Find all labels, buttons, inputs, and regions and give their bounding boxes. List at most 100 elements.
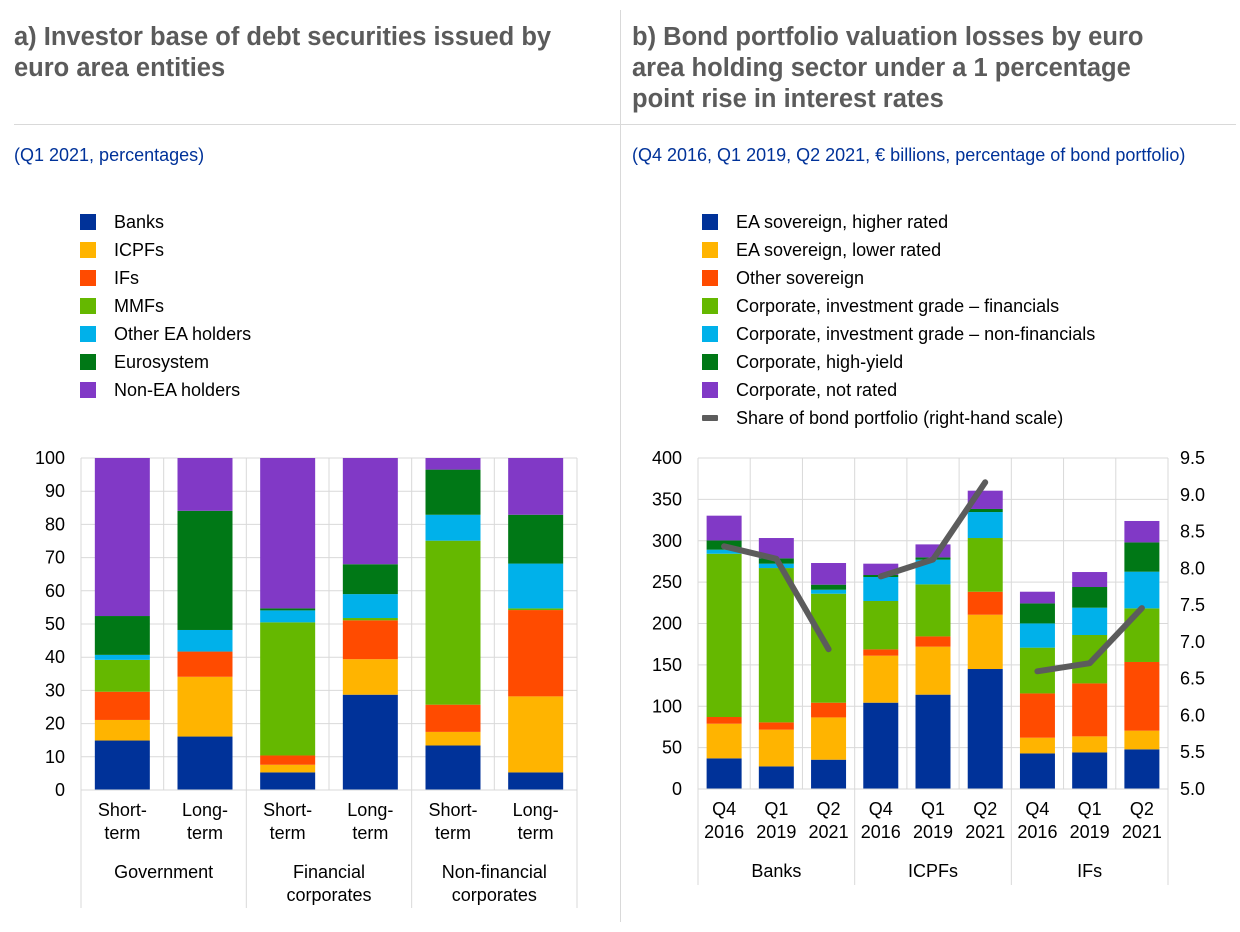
bar-segment-corporate-investment-grade-financials <box>915 584 951 637</box>
y2-tick-label: 7.5 <box>1180 595 1205 615</box>
bar-segment-non-ea-holders <box>94 458 150 617</box>
legend-label: IFs <box>114 267 139 288</box>
title-rule <box>14 124 620 125</box>
y-tick-label: 0 <box>672 779 682 799</box>
bar-segment-other-ea-holders <box>260 610 316 623</box>
x-tick-label: Short- <box>98 800 147 820</box>
chart-title-line: b) Bond portfolio valuation losses by eu… <box>632 23 1144 51</box>
x-tick-label: 2021 <box>809 822 849 842</box>
y-tick-label: 20 <box>45 714 65 734</box>
chart-title-line: euro area entities <box>14 54 226 82</box>
x-tick-label: Short- <box>263 800 312 820</box>
bar-segment-mmfs <box>260 622 316 756</box>
bar-segment-corporate-not-rated <box>863 563 899 576</box>
chart-title-line: a) Investor base of debt securities issu… <box>14 23 552 51</box>
legend-label: Other EA holders <box>114 323 252 344</box>
chart-title: a) Investor base of debt securities issu… <box>14 22 551 84</box>
x-tick-label: Short- <box>428 800 477 820</box>
bar-segment-ea-sovereign-higher-rated <box>915 694 951 789</box>
x-tick-label: term <box>270 823 306 843</box>
legend-label: ICPFs <box>114 239 165 260</box>
x-tick-label: term <box>352 823 388 843</box>
bar-segment-corporate-investment-grade-financials <box>967 538 1003 592</box>
bar-segment-icpfs <box>508 696 564 773</box>
bar-segment-ea-sovereign-lower-rated <box>811 717 847 760</box>
bar-segment-ea-sovereign-lower-rated <box>1072 736 1108 753</box>
bar-segment-ea-sovereign-higher-rated <box>863 702 899 789</box>
panel-b: b) Bond portfolio valuation losses by eu… <box>620 0 1240 932</box>
y-tick-label: 350 <box>652 489 682 509</box>
y2-tick-label: 6.5 <box>1180 669 1205 689</box>
bar-segment-icpfs <box>94 719 150 741</box>
bar-segment-mmfs <box>94 659 150 692</box>
bar-segment-other-sovereign <box>863 649 899 656</box>
x-group-label: Banks <box>751 861 801 881</box>
y-tick-label: 400 <box>652 448 682 468</box>
bar-segment-ea-sovereign-lower-rated <box>967 614 1003 670</box>
bar-segment-other-ea-holders <box>342 594 398 619</box>
x-tick-label: Q2 <box>817 799 841 819</box>
bar-segment-other-ea-holders <box>508 563 564 609</box>
bar-segment-ifs <box>177 651 233 677</box>
bar-segment-icpfs <box>342 659 398 695</box>
legend-color-swatch <box>80 354 96 370</box>
y-tick-label: 30 <box>45 680 65 700</box>
bar-segment-mmfs <box>425 540 481 705</box>
y-tick-label: 150 <box>652 655 682 675</box>
y-tick-label: 250 <box>652 572 682 592</box>
bar-segment-ea-sovereign-lower-rated <box>1124 730 1160 750</box>
bar-segment-corporate-not-rated <box>1072 572 1108 588</box>
legend-label: Other sovereign <box>736 267 865 288</box>
bar-segment-other-sovereign <box>967 591 1003 615</box>
x-tick-label: term <box>104 823 140 843</box>
x-tick-label: Q4 <box>712 799 736 819</box>
bar-segment-ea-sovereign-lower-rated <box>863 655 899 703</box>
bar-segment-banks <box>177 736 233 790</box>
bar-segment-corporate-investment-grade-non-financials <box>967 512 1003 539</box>
y-tick-label: 80 <box>45 514 65 534</box>
x-tick-label: term <box>435 823 471 843</box>
x-tick-label: Q2 <box>1130 799 1154 819</box>
legend-item-ifs: IFs <box>80 264 251 292</box>
bar-segment-eurosystem <box>260 608 316 611</box>
bar-segment-banks <box>94 740 150 790</box>
bar-segment-corporate-investment-grade-non-financials <box>1019 623 1055 648</box>
bar-segment-ifs <box>260 755 316 765</box>
y2-tick-label: 6.0 <box>1180 705 1205 725</box>
legend-color-swatch <box>702 354 718 370</box>
legend-color-swatch <box>702 326 718 342</box>
y-tick-label: 100 <box>35 448 65 468</box>
y-tick-label: 100 <box>652 696 682 716</box>
bar-segment-corporate-investment-grade-non-financials <box>863 576 899 601</box>
legend: Banks ICPFs IFs MMFs Other EA holders Eurosys… <box>80 208 251 404</box>
bar-segment-eurosystem <box>94 616 150 655</box>
bar-segment-other-sovereign <box>1124 661 1160 731</box>
legend-label: EA sovereign, lower rated <box>736 239 942 260</box>
bar-segment-ea-sovereign-higher-rated <box>811 759 847 789</box>
legend-label: Corporate, not rated <box>736 379 898 400</box>
bar-segment-ifs <box>508 610 564 697</box>
y2-tick-label: 9.5 <box>1180 448 1205 468</box>
y2-tick-label: 8.0 <box>1180 558 1205 578</box>
legend-item-other-ea-holders: Other EA holders <box>80 320 251 348</box>
legend-label: EA sovereign, higher rated <box>736 211 949 232</box>
x-tick-label: Long- <box>182 800 228 820</box>
x-group-label: Financial <box>293 862 365 882</box>
bar-segment-non-ea-holders <box>260 458 316 609</box>
bar-segment-mmfs <box>508 608 564 611</box>
panel-divider <box>620 10 621 922</box>
x-tick-label: Q2 <box>973 799 997 819</box>
bar-segment-ea-sovereign-lower-rated <box>1019 737 1055 754</box>
bar-segment-corporate-investment-grade-non-financials <box>1124 571 1160 609</box>
x-tick-label: 2019 <box>756 822 796 842</box>
legend-item-ea-sovereign-higher-rated: EA sovereign, higher rated <box>702 208 1095 236</box>
chart-subtitle: (Q1 2021, percentages) <box>14 145 205 165</box>
bar-segment-other-ea-holders <box>425 514 481 541</box>
y-tick-label: 40 <box>45 647 65 667</box>
y-tick-label: 50 <box>662 738 682 758</box>
x-group-label: IFs <box>1077 861 1102 881</box>
legend-item-non-ea-holders: Non-EA holders <box>80 376 251 404</box>
legend-item-banks: Banks <box>80 208 251 236</box>
bar-segment-corporate-not-rated <box>1124 520 1160 543</box>
bar-segment-banks <box>342 694 398 790</box>
